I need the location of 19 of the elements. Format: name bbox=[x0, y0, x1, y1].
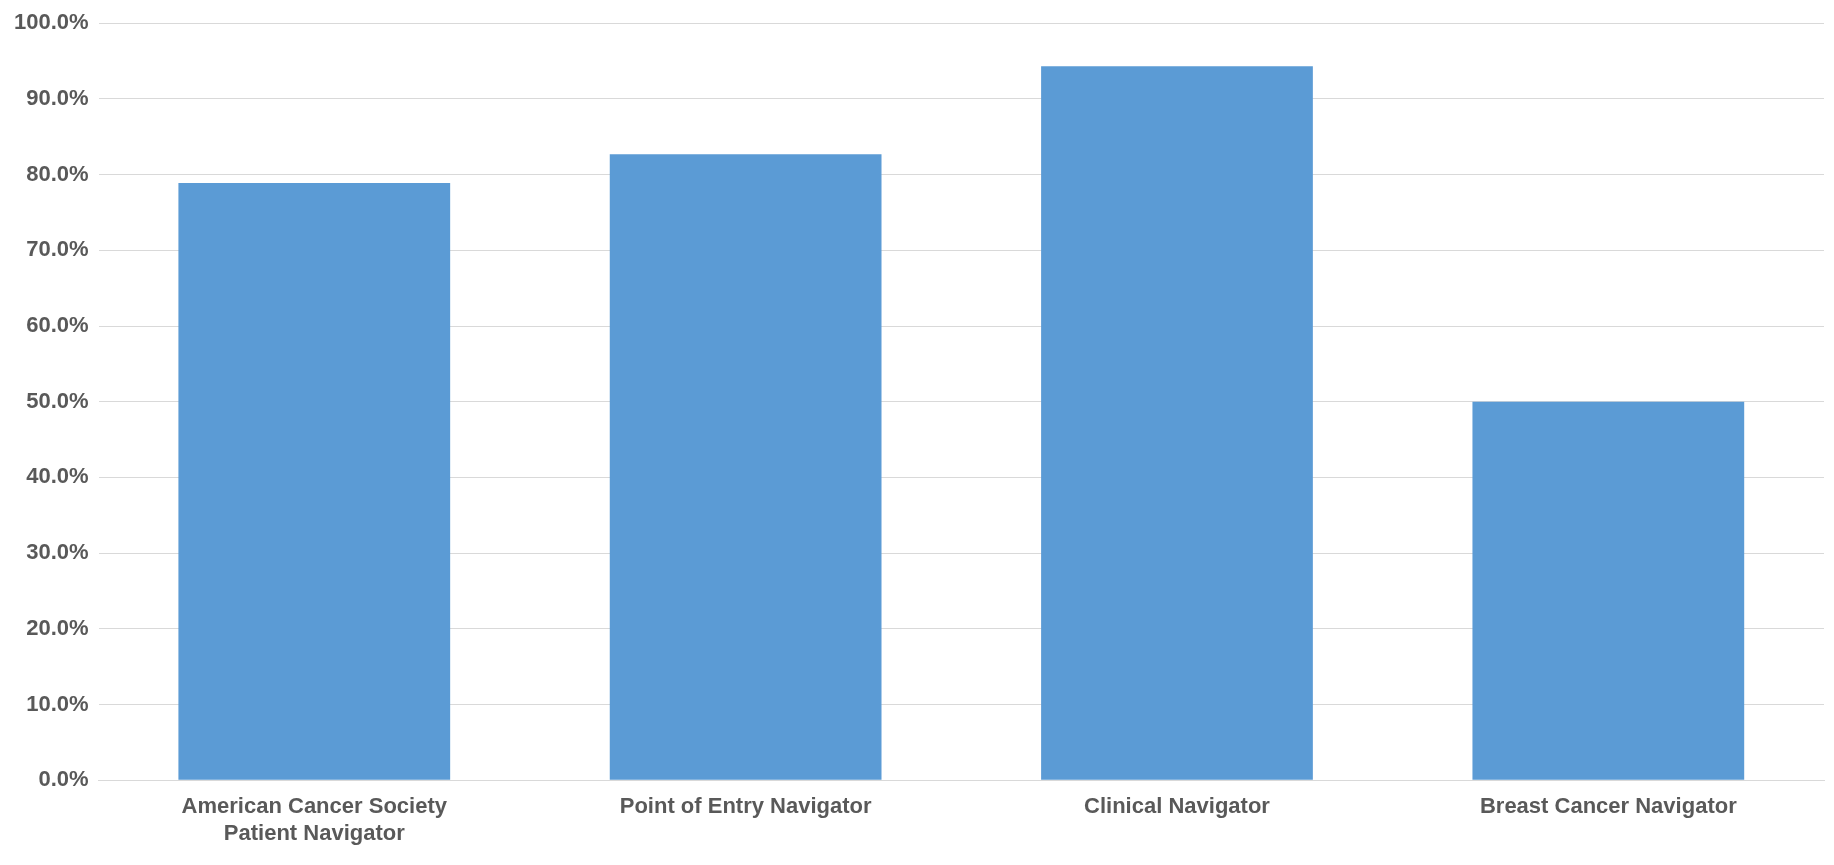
y-tick-label: 40.0% bbox=[26, 463, 89, 489]
y-tick-label: 30.0% bbox=[26, 539, 89, 565]
bar bbox=[609, 154, 882, 780]
bar bbox=[178, 182, 451, 780]
y-tick-label: 50.0% bbox=[26, 387, 89, 413]
x-tick-label: American Cancer Society Patient Navigator bbox=[181, 793, 448, 845]
bar bbox=[1472, 401, 1745, 780]
y-tick-label: 0.0% bbox=[38, 766, 89, 792]
y-tick-label: 70.0% bbox=[26, 236, 89, 262]
y-tick-label: 20.0% bbox=[26, 614, 89, 640]
y-tick-label: 90.0% bbox=[26, 84, 89, 110]
x-tick-label: Breast Cancer Navigator bbox=[1479, 793, 1738, 819]
x-tick-label: Point of Entry Navigator bbox=[619, 793, 872, 819]
y-tick-label: 10.0% bbox=[26, 690, 89, 716]
y-tick-label: 100.0% bbox=[13, 9, 89, 35]
bar bbox=[1041, 66, 1313, 780]
y-tick-label: 60.0% bbox=[26, 312, 89, 338]
y-tick-label: 80.0% bbox=[26, 160, 89, 186]
x-tick-label: Clinical Navigator bbox=[1084, 793, 1271, 819]
